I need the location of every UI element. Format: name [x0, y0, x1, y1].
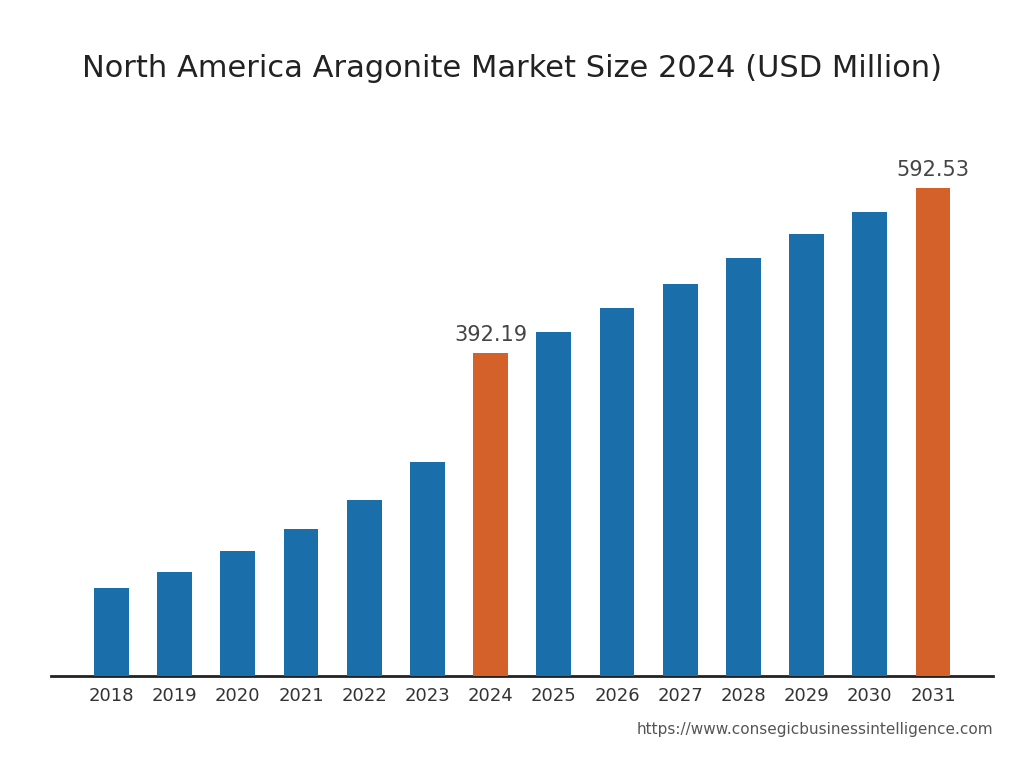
Bar [726, 258, 761, 676]
Bar [473, 353, 508, 676]
Bar [790, 233, 824, 676]
Bar [284, 529, 318, 676]
Bar [853, 212, 887, 676]
Text: 592.53: 592.53 [897, 160, 970, 180]
Bar [663, 284, 697, 676]
Text: North America Aragonite Market Size 2024 (USD Million): North America Aragonite Market Size 2024… [82, 54, 942, 83]
Bar [220, 551, 255, 676]
Bar [347, 501, 382, 676]
Bar [410, 462, 444, 676]
Bar [537, 332, 571, 676]
Bar [158, 572, 191, 676]
Text: 392.19: 392.19 [454, 325, 527, 345]
Bar [915, 188, 950, 676]
Bar [600, 308, 635, 676]
Text: https://www.consegicbusinessintelligence.com: https://www.consegicbusinessintelligence… [637, 722, 993, 737]
Bar [94, 588, 129, 676]
